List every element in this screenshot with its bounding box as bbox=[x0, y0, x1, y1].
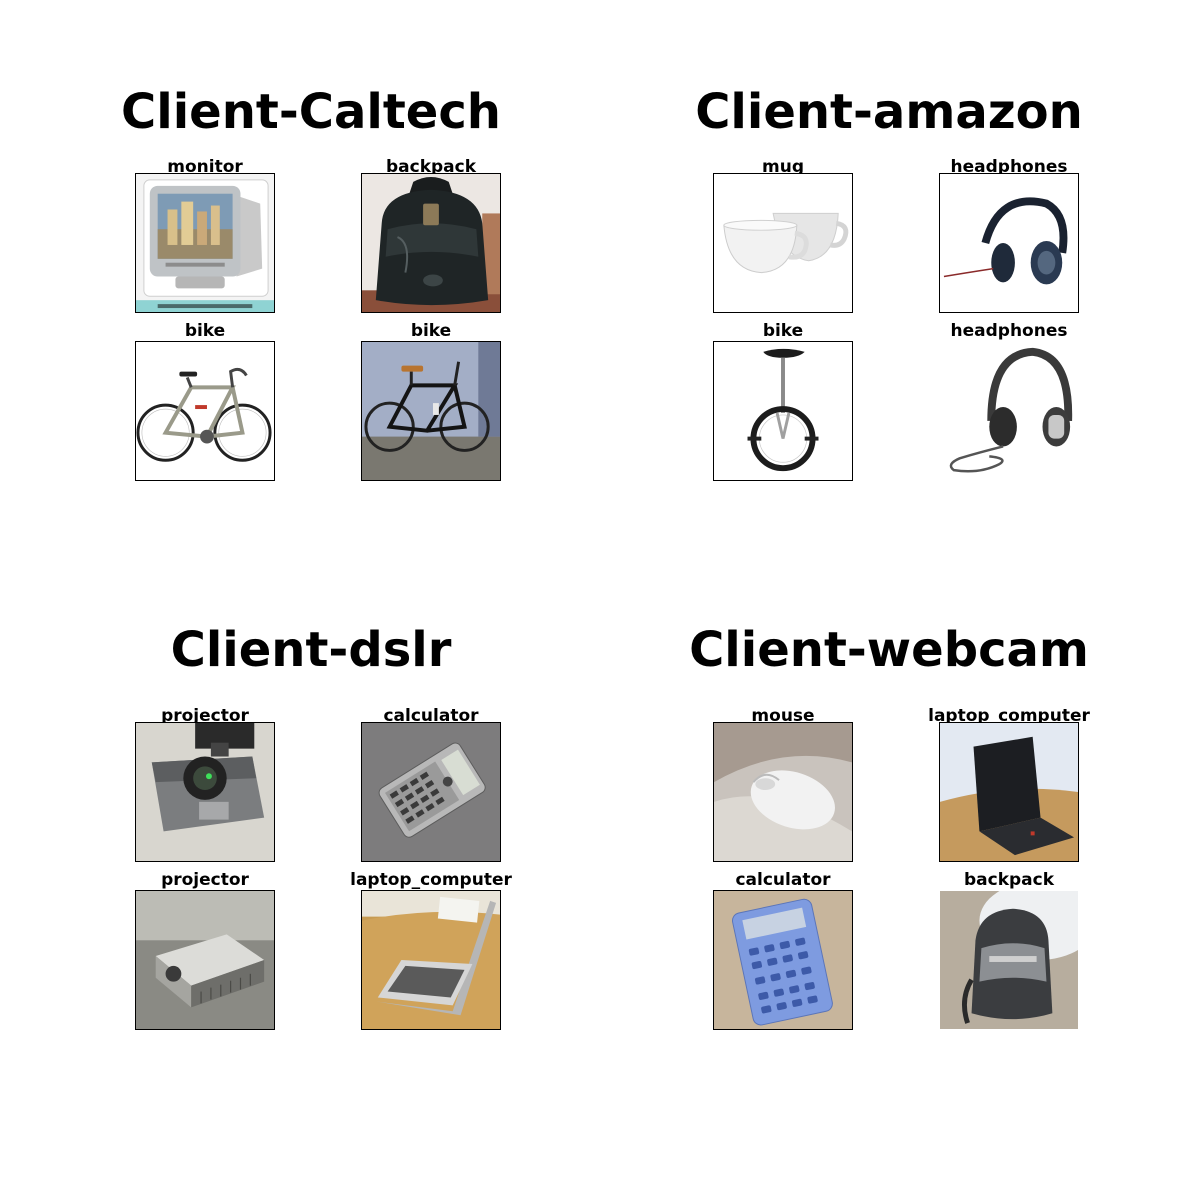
panel-title: Client-webcam bbox=[689, 622, 1089, 678]
computer-mouse-photo-icon bbox=[713, 722, 853, 862]
image-label: backpack bbox=[385, 157, 477, 177]
image-label: mouse bbox=[751, 706, 815, 726]
white-mugs-photo-icon bbox=[713, 173, 853, 313]
image-label: calculator bbox=[735, 870, 831, 890]
image-label: bike bbox=[762, 321, 804, 341]
image-label: projector bbox=[161, 870, 249, 890]
leather-backpack-photo-icon bbox=[361, 173, 501, 313]
image-label: laptop_computer bbox=[350, 870, 512, 890]
image-label: backpack bbox=[963, 870, 1055, 890]
image-label: headphones bbox=[950, 321, 1068, 341]
unicycle-photo-icon bbox=[713, 341, 853, 481]
panel-title: Client-dslr bbox=[170, 622, 452, 678]
black-laptop-photo-icon bbox=[939, 722, 1079, 862]
image-label: bike bbox=[184, 321, 226, 341]
open-laptop-photo-icon bbox=[361, 890, 501, 1030]
road-bike-photo-icon bbox=[135, 341, 275, 481]
image-label: laptop_computer bbox=[928, 706, 1090, 726]
image-label: mug bbox=[762, 157, 804, 177]
blue-calculator-photo-icon bbox=[713, 890, 853, 1030]
corded-headphones-photo-icon bbox=[939, 341, 1079, 481]
image-label: headphones bbox=[950, 157, 1068, 177]
image-label: monitor bbox=[167, 157, 243, 177]
panel-title: Client-amazon bbox=[695, 84, 1083, 140]
table-projector-photo-icon bbox=[135, 890, 275, 1030]
image-label: calculator bbox=[383, 706, 479, 726]
panel-title: Client-Caltech bbox=[121, 84, 501, 140]
over-ear-headphones-photo-icon bbox=[939, 173, 1079, 313]
crt-monitor-photo-icon bbox=[135, 173, 275, 313]
image-label: bike bbox=[410, 321, 452, 341]
gray-backpack-photo-icon bbox=[939, 890, 1079, 1030]
image-label: projector bbox=[161, 706, 249, 726]
scientific-calculator-photo-icon bbox=[361, 722, 501, 862]
ceiling-projector-photo-icon bbox=[135, 722, 275, 862]
racing-bike-photo-icon bbox=[361, 341, 501, 481]
